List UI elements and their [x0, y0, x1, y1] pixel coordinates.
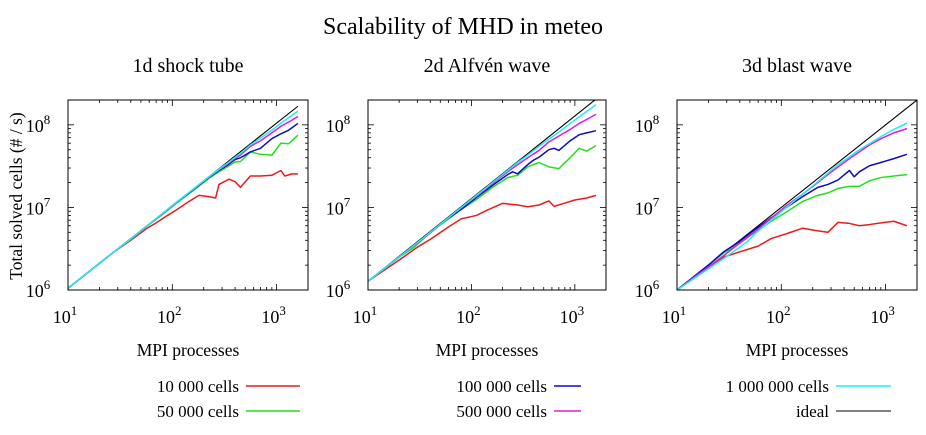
panel-title: 3d blast wave — [742, 55, 852, 77]
legend-label: 10 000 cells — [157, 377, 239, 396]
plot-frame — [367, 99, 607, 291]
series-line-10-000-cells — [368, 194, 597, 282]
legend-label: ideal — [796, 402, 829, 421]
legend-2: 100 000 cells 500 000 cells — [456, 377, 581, 421]
legend-entry-100-000-cells: 100 000 cells — [456, 377, 581, 396]
series-line-10-000-cells — [677, 220, 908, 290]
panel-1d-shock-tube: 1d shock tube 101 102 103 106 107 108 MPI proce… — [26, 55, 309, 360]
series-group — [68, 105, 299, 289]
series-line-1-000-000-cells — [677, 122, 908, 290]
legend-label: 500 000 cells — [456, 402, 547, 421]
y-tick-label: 107 — [26, 194, 51, 218]
x-axis-label: MPI processes — [746, 340, 849, 360]
panels: 1d shock tube 101 102 103 106 107 108 MPI proce… — [26, 55, 918, 360]
legend-label: 1 000 000 cells — [726, 377, 829, 396]
y-tick-label: 108 — [26, 112, 51, 136]
panel-title: 2d Alfvén wave — [424, 55, 551, 77]
plot-frame — [67, 99, 309, 291]
series-group — [677, 100, 917, 290]
legend-entry-500-000-cells: 500 000 cells — [456, 402, 581, 421]
x-axis-label: MPI processes — [436, 340, 539, 360]
legend-entry-ideal: ideal — [796, 402, 891, 421]
legend-entry-50-000-cells: 50 000 cells — [157, 402, 300, 421]
legend-entry-10-000-cells: 10 000 cells — [157, 377, 300, 396]
x-tick-label: 103 — [560, 303, 585, 327]
y-tick-label: 106 — [635, 277, 660, 301]
y-tick-label: 107 — [326, 194, 351, 218]
panel-title: 1d shock tube — [132, 55, 243, 77]
y-tick-label: 106 — [26, 277, 51, 301]
series-group — [368, 100, 597, 282]
x-tick-label: 101 — [53, 303, 78, 327]
legend-label: 50 000 cells — [157, 402, 239, 421]
legend-label: 100 000 cells — [456, 377, 547, 396]
panel-3d-blast-wave: 3d blast wave 101 102 103 106 107 108 MPI proce… — [635, 55, 918, 360]
y-tick-label: 106 — [326, 277, 351, 301]
y-axis-label: Total solved cells (# / s) — [6, 112, 26, 280]
x-tick-label: 102 — [157, 303, 182, 327]
y-tick-label: 108 — [635, 112, 660, 136]
x-tick-label: 102 — [456, 303, 481, 327]
y-tick-label: 107 — [635, 194, 660, 218]
x-tick-label: 101 — [662, 303, 687, 327]
y-tick-label: 108 — [326, 112, 351, 136]
x-tick-label: 103 — [870, 303, 895, 327]
x-tick-label: 101 — [353, 303, 378, 327]
legend-1: 10 000 cells 50 000 cells — [157, 377, 300, 421]
series-line-500-000-cells — [68, 115, 299, 289]
series-line-50-000-cells — [68, 134, 299, 289]
legend-entry-1-000-000-cells: 1 000 000 cells — [726, 377, 891, 396]
legend-3: 1 000 000 cells ideal — [726, 377, 891, 421]
x-tick-label: 102 — [766, 303, 791, 327]
series-line-10-000-cells — [68, 169, 298, 289]
series-line-100-000-cells — [677, 153, 908, 290]
x-axis-label: MPI processes — [137, 340, 240, 360]
x-tick-label: 103 — [261, 303, 286, 327]
series-line-1-000-000-cells — [368, 104, 597, 282]
plot-frame — [676, 99, 918, 291]
panel-2d-alfv-n-wave: 2d Alfvén wave 101 102 103 106 107 108 MPI proc… — [326, 55, 607, 360]
series-line-1-000-000-cells — [68, 110, 299, 289]
series-line-50-000-cells — [677, 173, 907, 290]
figure-title: Scalability of MHD in meteo — [323, 14, 603, 40]
legends: 10 000 cells 50 000 cells 100 000 cells 500… — [157, 377, 891, 421]
series-line-500-000-cells — [368, 113, 597, 282]
